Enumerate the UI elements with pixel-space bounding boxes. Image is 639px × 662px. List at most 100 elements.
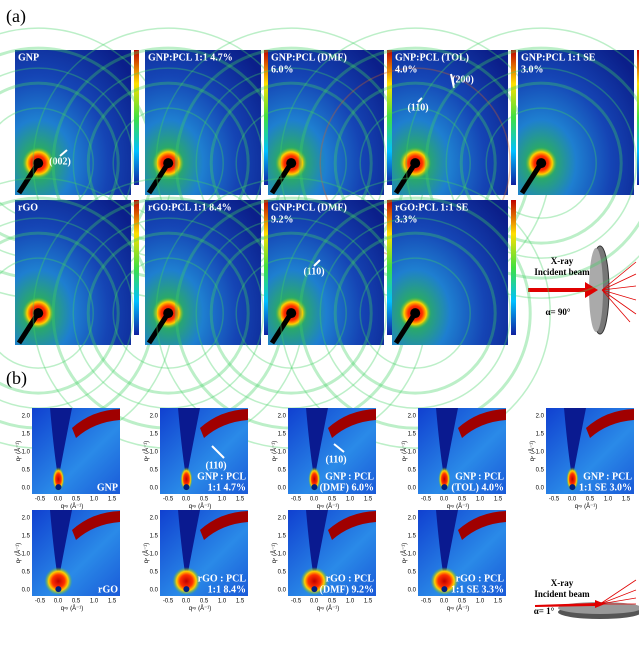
x-tick-label: 0.0: [54, 599, 63, 605]
axis-unit: (Å⁻¹): [15, 441, 22, 454]
beamstop: [311, 484, 318, 491]
specular-spot: [438, 467, 451, 492]
ring: [209, 231, 373, 395]
axis-unit: (Å⁻¹): [143, 543, 150, 556]
axis-symbol: q: [144, 458, 150, 461]
ring: [333, 231, 497, 395]
colorbar: [637, 50, 639, 185]
ring: [0, 231, 120, 395]
schematic-angle: α= 90°: [545, 307, 570, 317]
y-tick-label: 1.0: [22, 552, 31, 558]
ring: [86, 231, 250, 395]
y-tick-label: 1.5: [278, 432, 287, 438]
x-tick-label: 1.5: [494, 599, 503, 605]
x-tick-label: 1.5: [236, 497, 245, 503]
arc-intensity: [586, 409, 634, 438]
y-axis-label: qz (Å⁻¹): [271, 543, 278, 564]
beamstop: [410, 308, 421, 319]
axis-unit: (Å⁻¹): [143, 441, 150, 454]
axis-symbol: q: [402, 458, 408, 461]
axis-unit: (Å⁻¹): [326, 503, 339, 510]
panel-title: 3.0%: [521, 64, 544, 75]
axis-unit: (Å⁻¹): [401, 441, 408, 454]
y-tick-label: 2.0: [150, 516, 159, 522]
axis-unit: (Å⁻¹): [198, 605, 211, 612]
axis-unit: (Å⁻¹): [456, 503, 469, 510]
panel-title: (DMF) 6.0%: [320, 482, 374, 493]
specular-spot: [172, 567, 201, 596]
beamstop: [393, 311, 418, 345]
axis-symbol: q: [272, 458, 278, 461]
colorbar: [264, 50, 269, 185]
y-tick-label: 0.5: [536, 468, 545, 474]
y-tick-label: 0.0: [408, 588, 417, 594]
y-axis-label: qz (Å⁻¹): [401, 441, 408, 462]
axis-subscript: z: [143, 456, 148, 458]
y-tick-label: 0.0: [22, 588, 31, 594]
panel-title: GNP: [97, 482, 118, 493]
annotation: (002): [49, 156, 71, 167]
x-tick-label: 0.5: [328, 599, 337, 605]
specular-spot: [308, 467, 321, 492]
y-tick-label: 0.0: [536, 486, 545, 492]
colorbar: [387, 50, 392, 185]
beam-arrow: [528, 282, 598, 298]
x-tick-label: -0.5: [291, 497, 302, 503]
horizon-gap: [288, 408, 328, 480]
axis-symbol: q: [189, 606, 192, 612]
y-tick-label: 0.0: [278, 588, 287, 594]
x-tick-label: -0.5: [291, 599, 302, 605]
x-tick-label: 1.0: [218, 599, 227, 605]
axis-subscript: z: [271, 456, 276, 458]
x-tick-label: 1.0: [218, 497, 227, 503]
beamstop: [163, 308, 174, 319]
x-tick-label: 1.5: [622, 497, 631, 503]
x-tick-label: -0.5: [35, 497, 46, 503]
x-tick-label: 1.5: [108, 497, 117, 503]
beamstop: [55, 586, 62, 593]
beam-arrow: [535, 600, 605, 608]
beamstop: [269, 161, 294, 195]
arrow: [333, 443, 345, 453]
panel-title: GNP:PCL 1:1 4.7%: [148, 52, 233, 63]
y-tick-label: 0.0: [150, 486, 159, 492]
axis-symbol: q: [447, 606, 450, 612]
y-tick-label: 0.0: [22, 486, 31, 492]
horizon-gap: [418, 408, 458, 480]
ring: [359, 257, 471, 369]
x-axis-label: qxy (Å⁻¹): [447, 605, 470, 612]
panel-title: (DMF) 9.2%: [320, 584, 374, 595]
x-tick-label: 0.0: [440, 497, 449, 503]
x-tick-label: -0.5: [421, 497, 432, 503]
scatter-rays: [601, 261, 637, 323]
y-tick-label: 0.5: [278, 468, 287, 474]
x-tick-label: -0.5: [35, 599, 46, 605]
panel-title: GNP:PCL (DMF): [271, 52, 347, 63]
panel-title: rGO : PCL: [326, 573, 375, 584]
annotation: (110): [325, 454, 346, 465]
panel-title: GNP : PCL: [325, 471, 374, 482]
colorbar: [511, 50, 516, 185]
axis-unit: (Å⁻¹): [15, 543, 22, 556]
panel-title: 4.0%: [395, 64, 418, 75]
axis-unit: (Å⁻¹): [198, 503, 211, 510]
x-tick-label: 1.0: [346, 497, 355, 503]
y-tick-label: 0.5: [278, 570, 287, 576]
arrow: [450, 73, 455, 89]
y-tick-label: 0.0: [278, 486, 287, 492]
beamstop: [441, 484, 448, 491]
panel-title: 3.3%: [395, 214, 418, 225]
x-tick-label: 1.0: [90, 599, 99, 605]
schematic-text: Incident beam: [534, 589, 590, 599]
specular-spot: [300, 567, 329, 596]
panel-title: 6.0%: [271, 64, 294, 75]
x-axis-label: qxy (Å⁻¹): [61, 503, 84, 510]
axis-symbol: q: [575, 504, 578, 510]
ring: [279, 177, 551, 449]
axis-subscript: xy: [450, 605, 454, 610]
panel-title: GNP : PCL: [455, 471, 504, 482]
axis-subscript: z: [529, 456, 534, 458]
x-tick-label: 0.5: [458, 497, 467, 503]
axis-symbol: q: [447, 504, 450, 510]
